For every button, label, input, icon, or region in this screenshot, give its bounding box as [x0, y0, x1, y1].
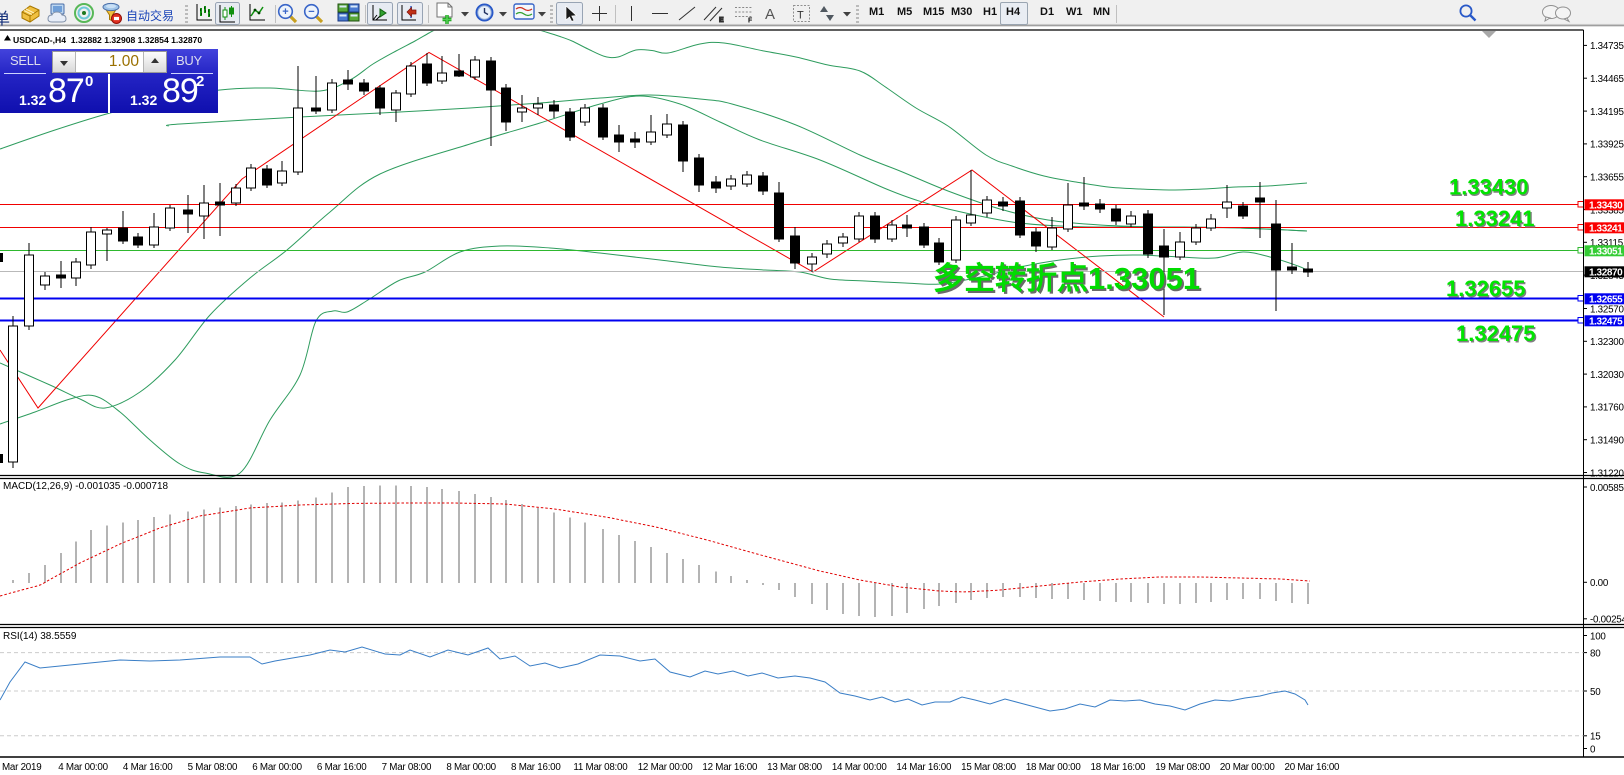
svg-text:1.32570: 1.32570 — [1590, 304, 1624, 315]
svg-text:1.33430: 1.33430 — [1449, 175, 1529, 200]
svg-text:1.34735: 1.34735 — [1590, 41, 1624, 52]
svg-text:6 Mar 16:00: 6 Mar 16:00 — [317, 762, 367, 773]
svg-text:1.32655: 1.32655 — [1447, 277, 1527, 302]
svg-text:1.33115: 1.33115 — [1590, 238, 1624, 249]
svg-text:15: 15 — [1590, 732, 1601, 743]
svg-text:20 Mar 16:00: 20 Mar 16:00 — [1285, 762, 1341, 773]
svg-text:1.33241: 1.33241 — [1455, 206, 1535, 231]
svg-text:100: 100 — [1590, 631, 1606, 642]
svg-text:12 Mar 16:00: 12 Mar 16:00 — [702, 762, 758, 773]
svg-text:1.33241: 1.33241 — [1589, 223, 1623, 234]
svg-text:19 Mar 08:00: 19 Mar 08:00 — [1155, 762, 1211, 773]
svg-text:7 Mar 08:00: 7 Mar 08:00 — [382, 762, 432, 773]
svg-text:1.32300: 1.32300 — [1590, 337, 1624, 348]
svg-text:6 Mar 00:00: 6 Mar 00:00 — [252, 762, 302, 773]
svg-text:USDCAD-,H4 1.32882 1.32908 1.: USDCAD-,H4 1.32882 1.32908 1.32854 1.328… — [13, 35, 202, 45]
svg-text:1.33385: 1.33385 — [1590, 205, 1624, 216]
svg-text:F: F — [748, 18, 753, 25]
svg-text:−: − — [308, 6, 314, 18]
svg-text:1.33925: 1.33925 — [1590, 140, 1624, 151]
svg-text:14 Mar 16:00: 14 Mar 16:00 — [896, 762, 952, 773]
svg-text:1.32655: 1.32655 — [1589, 294, 1623, 305]
svg-text:0: 0 — [1590, 744, 1596, 755]
svg-text:-0.00254: -0.00254 — [1590, 615, 1624, 626]
svg-text:T: T — [797, 10, 804, 22]
svg-text:4 Mar 00:00: 4 Mar 00:00 — [58, 762, 108, 773]
svg-text:1.33241: 1.33241 — [1456, 207, 1536, 232]
svg-text:12 Mar 00:00: 12 Mar 00:00 — [638, 762, 694, 773]
svg-text:15 Mar 08:00: 15 Mar 08:00 — [961, 762, 1017, 773]
svg-text:1.32030: 1.32030 — [1590, 370, 1624, 381]
svg-text:8 Mar 16:00: 8 Mar 16:00 — [511, 762, 561, 773]
svg-text:5 Mar 08:00: 5 Mar 08:00 — [188, 762, 238, 773]
svg-text:1.32475: 1.32475 — [1457, 322, 1537, 347]
svg-text:1.33051: 1.33051 — [1589, 246, 1623, 257]
svg-text:1.32870: 1.32870 — [1589, 267, 1623, 278]
svg-text:多空转折点1.33051: 多空转折点1.33051 — [935, 263, 1202, 298]
svg-text:E: E — [719, 17, 724, 24]
svg-text:0.005857: 0.005857 — [1590, 483, 1624, 494]
svg-text:8 Mar 00:00: 8 Mar 00:00 — [446, 762, 496, 773]
svg-text:13 Mar 08:00: 13 Mar 08:00 — [767, 762, 823, 773]
svg-text:1.32475: 1.32475 — [1456, 321, 1536, 346]
svg-text:18 Mar 00:00: 18 Mar 00:00 — [1026, 762, 1082, 773]
svg-text:20 Mar 00:00: 20 Mar 00:00 — [1220, 762, 1276, 773]
svg-text:80: 80 — [1590, 648, 1601, 659]
svg-text:11 Mar 08:00: 11 Mar 08:00 — [573, 762, 628, 773]
svg-text:1.32475: 1.32475 — [1589, 316, 1623, 327]
svg-text:1.31490: 1.31490 — [1590, 436, 1624, 447]
svg-text:50: 50 — [1590, 687, 1601, 698]
svg-text:1.33430: 1.33430 — [1589, 200, 1623, 211]
svg-text:A: A — [765, 6, 775, 23]
svg-text:1.33430: 1.33430 — [1450, 176, 1530, 201]
svg-text:0.00: 0.00 — [1590, 578, 1609, 589]
svg-text:RSI(14) 38.5559: RSI(14) 38.5559 — [3, 631, 77, 642]
svg-text:MACD(12,26,9) -0.001035 -0.000: MACD(12,26,9) -0.001035 -0.000718 — [3, 481, 169, 492]
svg-text:1.32655: 1.32655 — [1446, 276, 1526, 301]
svg-text:1.31220: 1.31220 — [1590, 468, 1624, 479]
svg-text:Mar 2019: Mar 2019 — [2, 762, 41, 773]
svg-text:+: + — [282, 6, 288, 18]
svg-text:多空转折点1.33051: 多空转折点1.33051 — [933, 261, 1200, 296]
svg-text:1.34195: 1.34195 — [1590, 107, 1624, 118]
svg-text:1.34465: 1.34465 — [1590, 74, 1624, 85]
svg-text:14 Mar 00:00: 14 Mar 00:00 — [832, 762, 888, 773]
svg-text:4 Mar 16:00: 4 Mar 16:00 — [123, 762, 173, 773]
svg-text:1.31760: 1.31760 — [1590, 403, 1624, 414]
svg-text:1.33655: 1.33655 — [1590, 173, 1624, 184]
svg-text:18 Mar 16:00: 18 Mar 16:00 — [1091, 762, 1147, 773]
